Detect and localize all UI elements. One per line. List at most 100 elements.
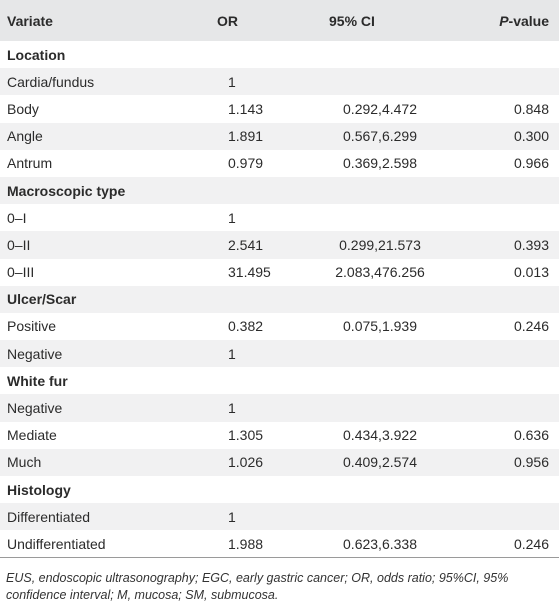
cell-p-value: 0.966 bbox=[513, 155, 549, 172]
cell-p-value bbox=[460, 204, 559, 231]
cell-variate: White fur bbox=[7, 372, 68, 389]
cell-ci bbox=[308, 476, 460, 503]
section-row: White fur bbox=[0, 367, 559, 394]
cell-or: 1 bbox=[228, 345, 236, 362]
cell-or: 1.891 bbox=[228, 128, 264, 145]
cell-variate: Cardia/fundus bbox=[7, 73, 95, 90]
cell-variate: Antrum bbox=[7, 155, 53, 172]
cell-p-value bbox=[460, 340, 559, 367]
cell-or: 2.541 bbox=[228, 236, 264, 253]
cell-or: 0.979 bbox=[228, 155, 264, 172]
cell-ci bbox=[308, 68, 460, 95]
cell-or bbox=[190, 286, 308, 313]
table-row: Undifferentiated 1.988 0.623,6.338 0.246 bbox=[0, 530, 559, 558]
section-row: Ulcer/Scar bbox=[0, 285, 559, 313]
cell-ci: 0.292,4.472 bbox=[343, 100, 417, 117]
cell-or bbox=[190, 476, 308, 503]
cell-ci: 0.369,2.598 bbox=[343, 155, 417, 172]
cell-p-value bbox=[460, 41, 559, 68]
header-p-suffix: -value bbox=[508, 12, 549, 29]
cell-or: 1 bbox=[228, 508, 236, 525]
header-row: Variate OR 95% CI P-value bbox=[0, 0, 559, 41]
cell-ci: 0.409,2.574 bbox=[343, 454, 417, 471]
cell-p-value: 0.300 bbox=[513, 128, 549, 145]
cell-p-value bbox=[460, 476, 559, 503]
cell-variate: Mediate bbox=[7, 427, 57, 444]
table-row: Body 1.143 0.292,4.472 0.848 bbox=[0, 95, 559, 122]
cell-variate: Macroscopic type bbox=[7, 182, 126, 199]
table-row: Mediate 1.305 0.434,3.922 0.636 bbox=[0, 422, 559, 449]
table-row: Negative 1 bbox=[0, 394, 559, 422]
cell-p-value: 0.636 bbox=[513, 427, 549, 444]
cell-variate: Much bbox=[7, 454, 42, 471]
header-variate: Variate bbox=[7, 12, 53, 29]
cell-ci: 0.434,3.922 bbox=[343, 427, 417, 444]
cell-ci bbox=[308, 340, 460, 367]
cell-p-value: 0.013 bbox=[513, 264, 549, 281]
cell-or: 0.382 bbox=[228, 318, 264, 335]
cell-p-value: 0.393 bbox=[513, 236, 549, 253]
section-row: Macroscopic type bbox=[0, 176, 559, 205]
cell-variate: Differentiated bbox=[7, 508, 91, 525]
table-body: Location Cardia/fundus 1 Body 1.143 0.292,4.4… bbox=[0, 41, 559, 558]
cell-ci: 0.299,21.573 bbox=[339, 236, 421, 253]
cell-variate: 0–I bbox=[7, 209, 27, 226]
cell-variate: Negative bbox=[7, 345, 63, 362]
cell-p-value: 0.956 bbox=[513, 454, 549, 471]
cell-variate: Positive bbox=[7, 318, 57, 335]
table-footnote: EUS, endoscopic ultrasonography; EGC, ea… bbox=[6, 571, 509, 602]
header-p-letter: P bbox=[499, 12, 509, 29]
cell-ci: 0.075,1.939 bbox=[343, 318, 417, 335]
table-header: Variate OR 95% CI P-value bbox=[0, 0, 559, 41]
table-row: 0–III 31.495 2.083,476.256 0.013 bbox=[0, 259, 559, 286]
table-row: Antrum 0.979 0.369,2.598 0.966 bbox=[0, 150, 559, 177]
section-row: Location bbox=[0, 41, 559, 68]
results-table: Variate OR 95% CI P-value Location Cardia… bbox=[0, 0, 559, 558]
cell-variate: Location bbox=[7, 46, 66, 63]
cell-p-value bbox=[460, 68, 559, 95]
cell-p-value bbox=[460, 394, 559, 421]
table-row: Angle 1.891 0.567,6.299 0.300 bbox=[0, 122, 559, 150]
table-row: Cardia/fundus 1 bbox=[0, 68, 559, 96]
cell-variate: Angle bbox=[7, 128, 43, 145]
table-row: Positive 0.382 0.075,1.939 0.246 bbox=[0, 313, 559, 340]
table-row: Much 1.026 0.409,2.574 0.956 bbox=[0, 448, 559, 476]
header-ci: 95% CI bbox=[329, 12, 375, 29]
cell-ci bbox=[308, 503, 460, 530]
cell-variate: Negative bbox=[7, 400, 63, 417]
cell-variate: Body bbox=[7, 100, 39, 117]
cell-ci: 2.083,476.256 bbox=[335, 264, 425, 281]
cell-ci bbox=[308, 204, 460, 231]
cell-variate: Histology bbox=[7, 481, 71, 498]
cell-or bbox=[190, 367, 308, 394]
table-row: 0–II 2.541 0.299,21.573 0.393 bbox=[0, 231, 559, 259]
cell-ci bbox=[308, 394, 460, 421]
cell-or: 31.495 bbox=[228, 264, 271, 281]
cell-ci bbox=[308, 286, 460, 313]
cell-or: 1 bbox=[228, 209, 236, 226]
cell-p-value bbox=[460, 367, 559, 394]
cell-p-value bbox=[460, 286, 559, 313]
cell-or: 1.305 bbox=[228, 427, 264, 444]
cell-ci bbox=[308, 41, 460, 68]
section-row: Histology bbox=[0, 476, 559, 503]
cell-p-value bbox=[460, 177, 559, 204]
cell-p-value bbox=[460, 503, 559, 530]
cell-ci: 0.567,6.299 bbox=[343, 128, 417, 145]
cell-or: 1.143 bbox=[228, 100, 264, 117]
cell-ci bbox=[308, 367, 460, 394]
cell-p-value: 0.246 bbox=[513, 318, 549, 335]
table-row: Differentiated 1 bbox=[0, 503, 559, 531]
cell-p-value: 0.246 bbox=[513, 535, 549, 552]
cell-variate: Ulcer/Scar bbox=[7, 291, 77, 308]
cell-or bbox=[190, 41, 308, 68]
table-row: 0–I 1 bbox=[0, 204, 559, 231]
cell-variate: 0–III bbox=[7, 264, 35, 281]
cell-p-value: 0.848 bbox=[513, 100, 549, 117]
header-p-value: P-value bbox=[460, 0, 559, 41]
cell-variate: 0–II bbox=[7, 236, 31, 253]
cell-ci bbox=[308, 177, 460, 204]
cell-or: 1.026 bbox=[228, 454, 264, 471]
cell-or: 1 bbox=[228, 73, 236, 90]
